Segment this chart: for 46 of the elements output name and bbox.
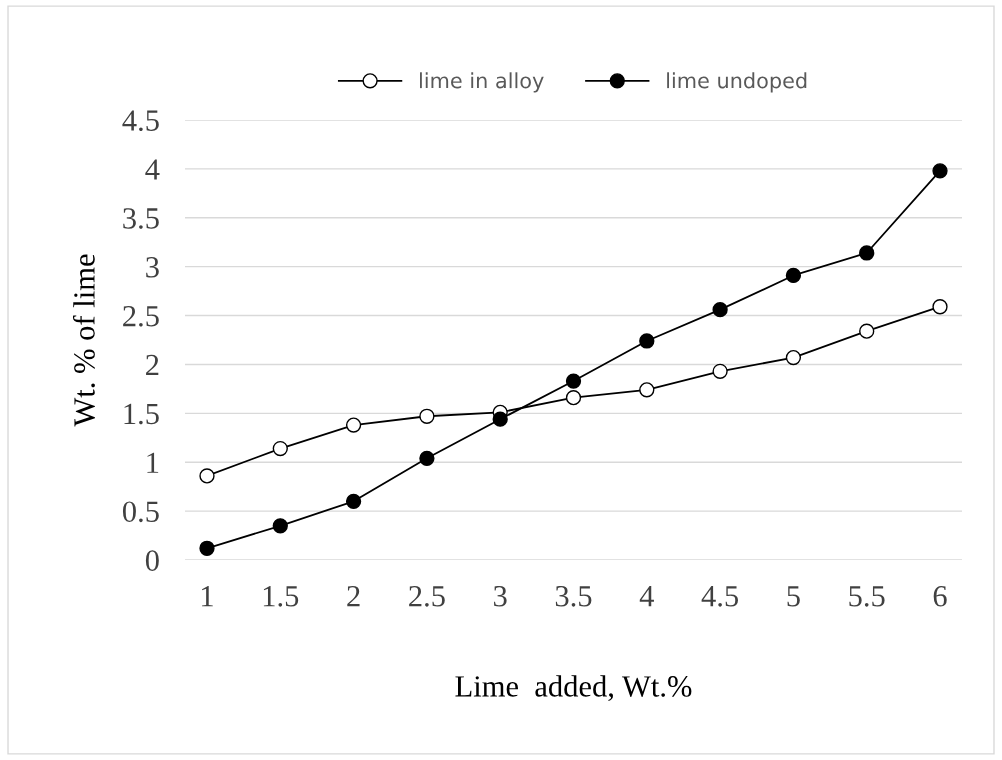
y-tick-label: 4 — [145, 159, 160, 180]
y-tick-label: 0.5 — [122, 501, 159, 523]
legend-label: lime in alloy — [419, 72, 544, 93]
point — [859, 323, 875, 339]
point — [419, 450, 435, 466]
point — [565, 373, 582, 389]
point — [859, 245, 875, 261]
point — [932, 163, 948, 179]
point — [272, 518, 288, 534]
point — [785, 349, 802, 366]
x-tick-label: 4.5 — [701, 586, 739, 607]
y-tick-label: 2.5 — [123, 305, 159, 327]
x-axis-title: Lime added, Wt.% — [455, 675, 692, 702]
y-tick-label: 0 — [145, 550, 159, 571]
point — [639, 333, 655, 349]
y-axis-title: Wt. % of lime — [72, 254, 95, 427]
point — [639, 382, 655, 398]
x-tick-label: 3 — [494, 585, 507, 607]
y-tick-label: 2 — [146, 354, 159, 376]
y-tick-label: 3 — [146, 257, 159, 278]
x-tick-label: 1.5 — [263, 586, 299, 607]
point — [492, 411, 508, 427]
point — [345, 493, 362, 509]
x-tick-label: 1 — [202, 586, 213, 607]
legend-label: lime undoped — [667, 72, 807, 93]
point — [712, 302, 728, 318]
point — [565, 390, 582, 406]
x-tick-label: 2 — [347, 585, 360, 607]
x-tick-label: 5.5 — [849, 586, 885, 607]
x-tick-label: 6 — [933, 585, 947, 607]
point — [199, 468, 215, 484]
y-tick-label: 3.5 — [123, 208, 159, 229]
y-tick-label: 4.5 — [122, 110, 159, 132]
y-tick-label: 1.5 — [124, 403, 159, 425]
point — [932, 299, 948, 315]
point — [272, 440, 288, 457]
point — [785, 267, 802, 284]
x-tick-label: 3.5 — [555, 585, 592, 607]
x-tick-label: 4 — [639, 586, 654, 607]
point — [419, 408, 435, 424]
x-tick-label: 5 — [787, 586, 800, 607]
x-tick-label: 2.5 — [409, 585, 445, 607]
point — [712, 363, 728, 379]
point — [199, 540, 215, 556]
point — [345, 417, 362, 433]
y-tick-label: 1 — [147, 452, 159, 473]
